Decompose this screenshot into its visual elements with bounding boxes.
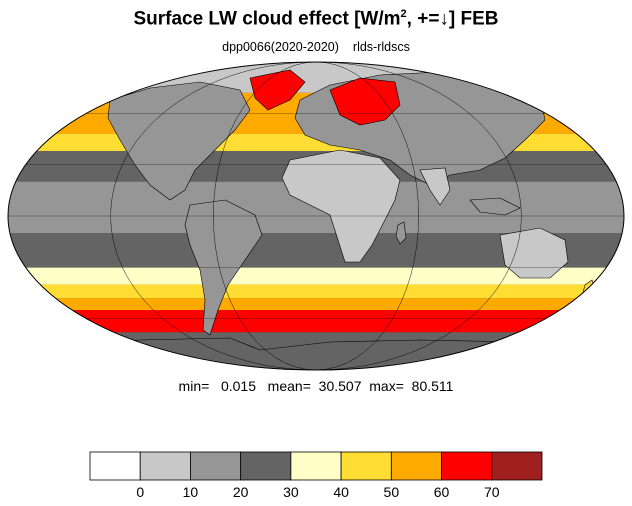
land-north-america — [107, 81, 251, 201]
plot-title: Surface LW cloud effect [W/m2, +=↓] FEB — [0, 8, 632, 30]
latitude-band-6 — [8, 267, 624, 285]
max-value: 80.511 — [411, 378, 454, 394]
land-greenland — [249, 69, 306, 111]
min-value: 0.015 — [220, 378, 256, 394]
min-label: min= — [178, 378, 210, 394]
land-maritime-asia — [469, 197, 521, 216]
max-label: max= — [369, 378, 404, 394]
subtitle-run: dpp0066(2020-2020) — [222, 40, 339, 54]
map-outline — [7, 61, 625, 371]
latitude-band-7 — [8, 284, 624, 299]
mean-label: mean= — [267, 378, 311, 394]
graticule — [8, 62, 624, 370]
subtitle-variable: rlds-rldscs — [352, 40, 410, 54]
title-tail: , +=↓] FEB — [406, 8, 499, 30]
land-india — [419, 167, 451, 206]
latitude-band-8 — [8, 298, 624, 311]
mean-value: 30.507 — [318, 378, 362, 394]
plot-subtitle: dpp0066(2020-2020) rlds-rldscs — [0, 40, 632, 54]
latitude-band-0 — [8, 62, 624, 93]
meridian-line — [110, 62, 522, 370]
title-superscript: 2 — [400, 8, 407, 20]
land-antarctica — [19, 337, 621, 370]
land-africa — [281, 149, 401, 263]
title-main: Surface LW cloud effect [W/m — [133, 8, 401, 30]
meridian-line — [213, 62, 419, 370]
latitude-band-9 — [8, 310, 624, 333]
land-madagascar — [395, 221, 407, 245]
statistics-line: min= 0.015 mean= 30.507 max= 80.511 — [0, 378, 632, 394]
